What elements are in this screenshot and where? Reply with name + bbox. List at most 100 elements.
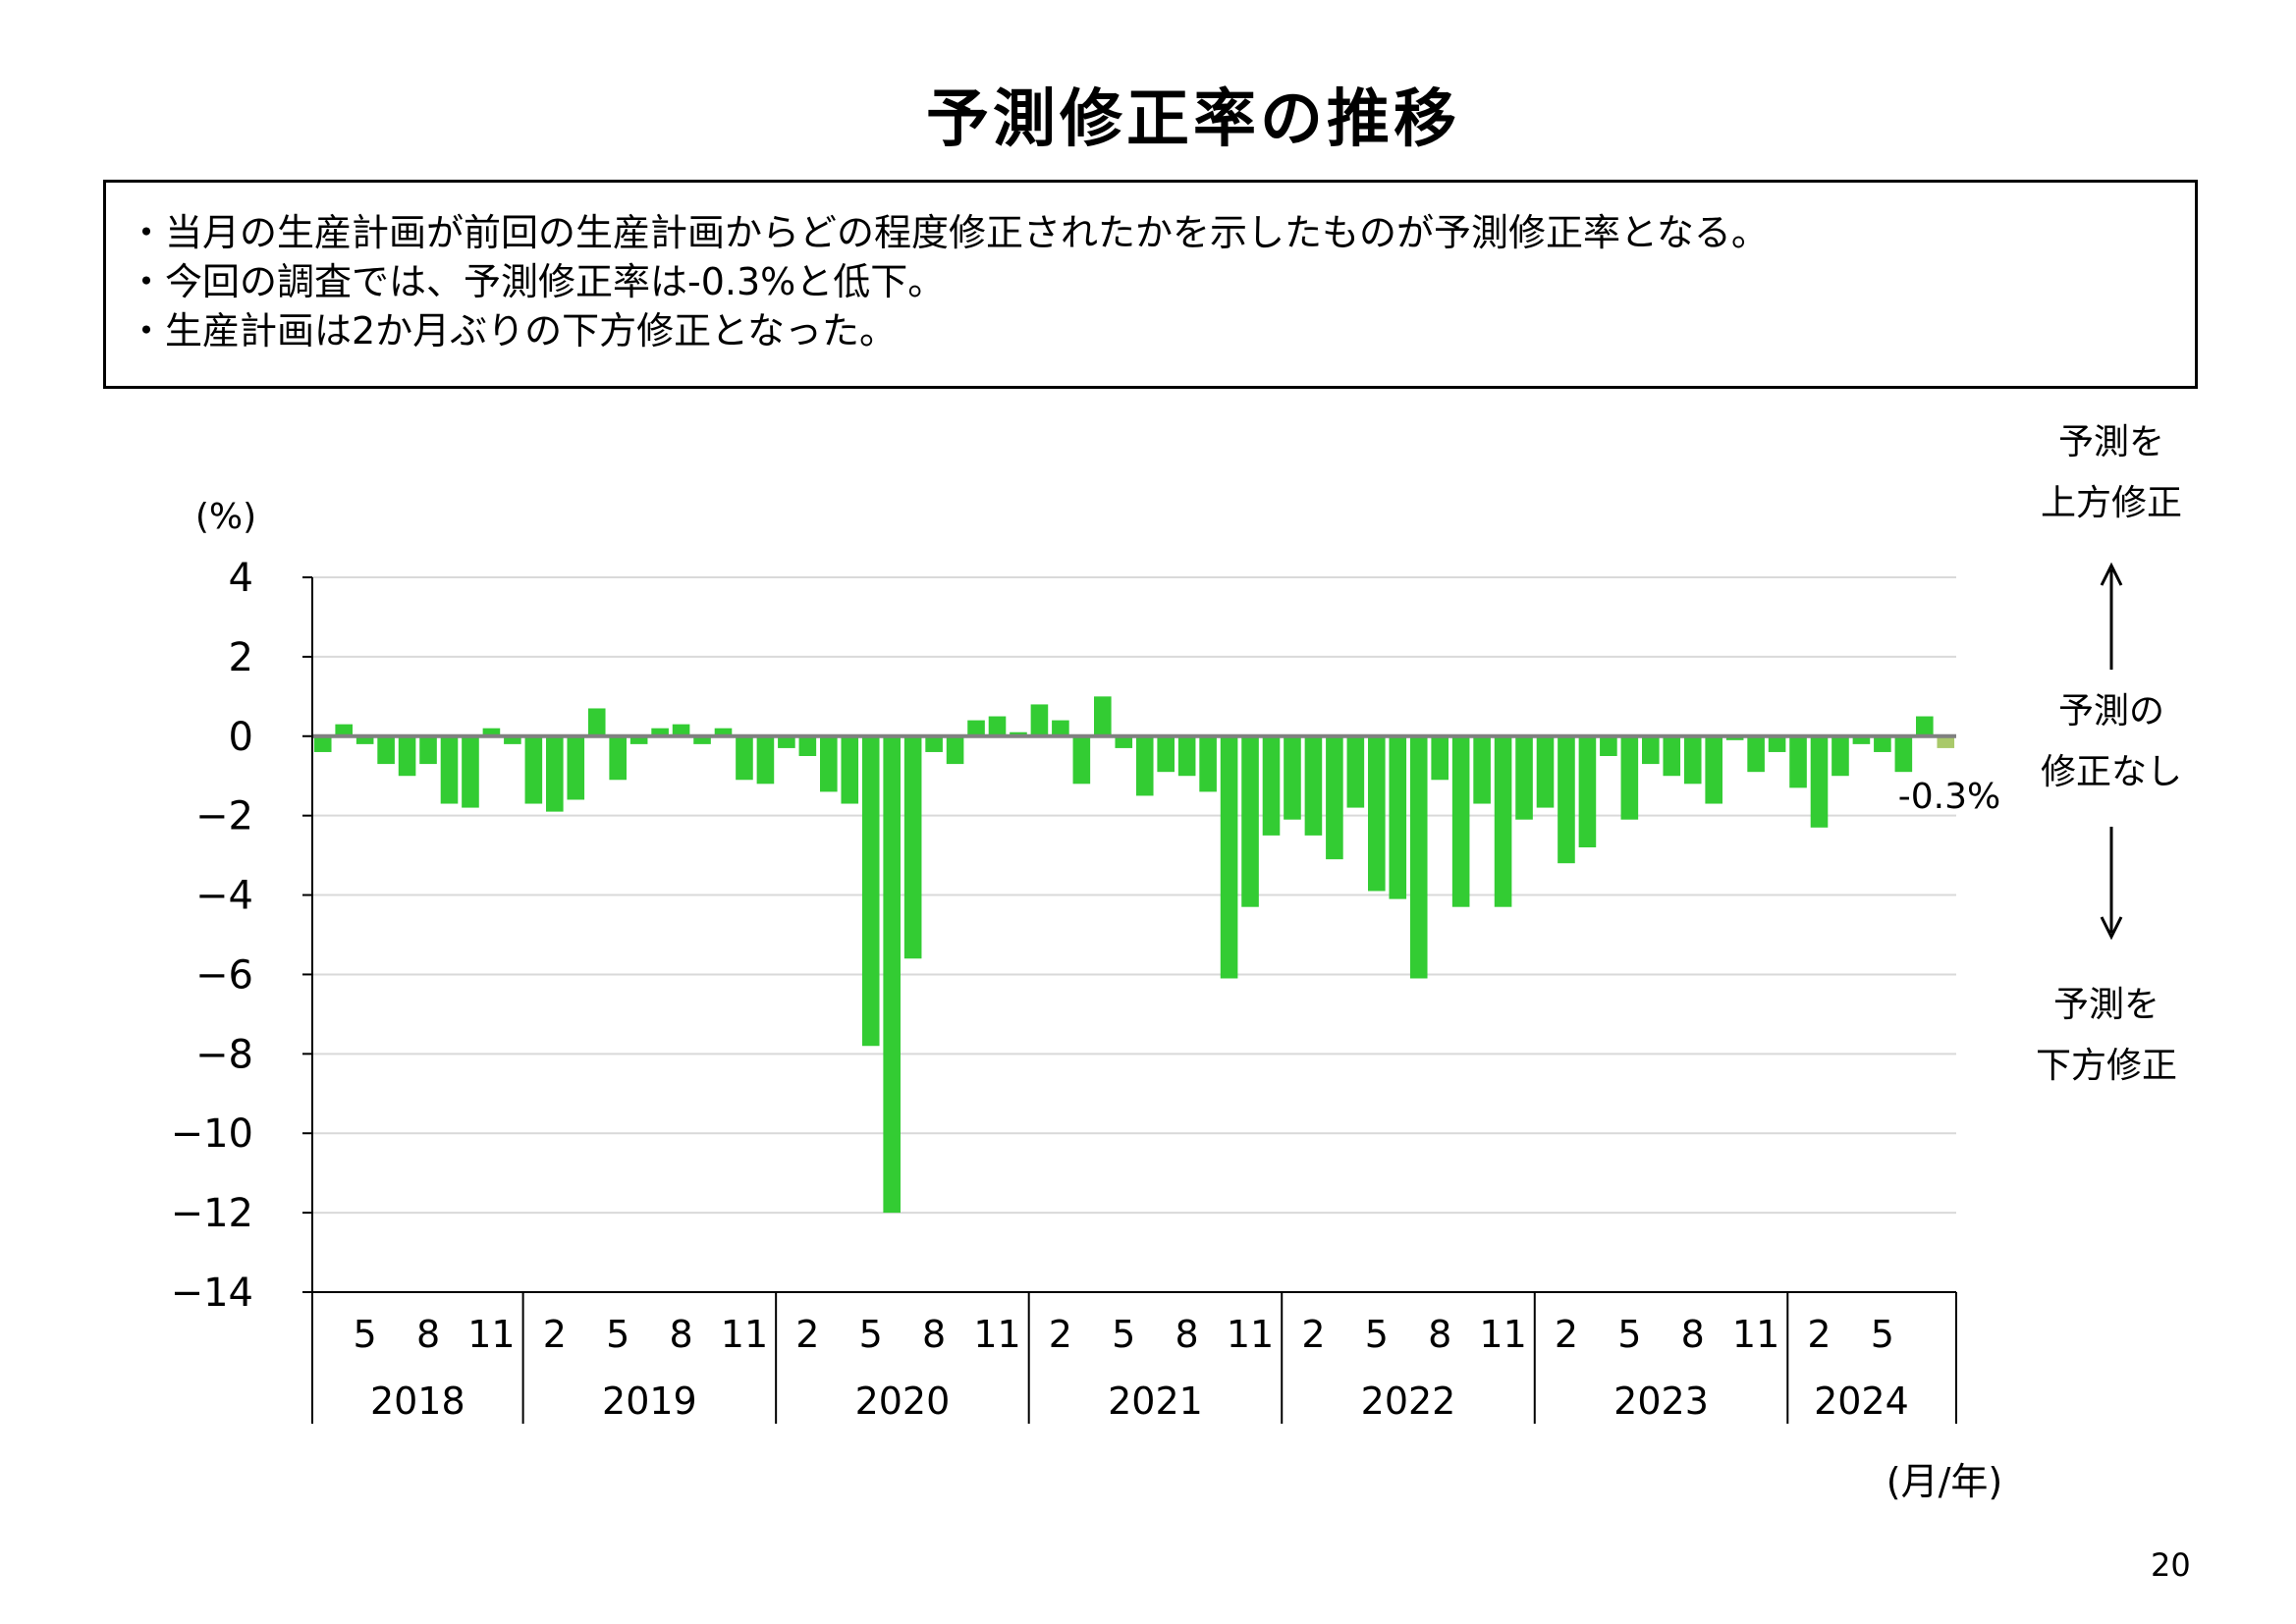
y-axis-unit-label: (%) [195, 497, 256, 537]
x-year-label: 2018 [370, 1380, 465, 1423]
x-year-label: 2024 [1814, 1380, 1909, 1423]
bar [587, 708, 606, 736]
axes [302, 576, 1957, 1424]
bar [714, 728, 733, 736]
bar [1747, 735, 1765, 773]
x-year-label: 2020 [855, 1380, 951, 1423]
bar [925, 735, 943, 752]
x-month-label: 8 [1175, 1313, 1199, 1356]
bar [651, 728, 669, 736]
bar [1135, 735, 1154, 796]
y-tick-label: −8 [195, 1032, 253, 1077]
x-month-label: 2 [1301, 1313, 1325, 1356]
bar [798, 735, 817, 756]
side-note-upward-line2: 上方修正 [2040, 483, 2182, 523]
latest-value-annotation: -0.3% [1898, 777, 2000, 817]
bar [1220, 735, 1238, 979]
x-month-label: 8 [1428, 1313, 1451, 1356]
bar [1451, 735, 1470, 907]
bar [672, 724, 690, 736]
bar [462, 735, 479, 808]
bar [1304, 735, 1323, 836]
y-tick-label: 4 [229, 556, 253, 601]
bar [335, 724, 353, 736]
y-tick-label: 2 [229, 635, 253, 680]
summary-box: ・当月の生産計画が前回の生産計画からどの程度修正されたかを示したものが予測修正率… [103, 180, 2198, 389]
arrow-down-icon [2100, 916, 2123, 941]
bar [1916, 716, 1934, 736]
x-month-label: 8 [1681, 1313, 1705, 1356]
bar [1578, 735, 1597, 848]
y-tick-label: −14 [171, 1271, 253, 1316]
bar [1094, 696, 1112, 736]
summary-bullet-3: ・生産計画は2か月ぶりの下方修正となった。 [128, 309, 898, 352]
y-tick-label: −6 [195, 952, 253, 998]
side-note-upward-line1: 予測を [2057, 422, 2164, 462]
x-month-label: 2 [1049, 1313, 1072, 1356]
x-month-label: 11 [973, 1313, 1020, 1356]
side-note-no-revision: 予測の 修正なし [2013, 681, 2210, 803]
bar [1642, 735, 1660, 765]
x-month-label: 11 [1732, 1313, 1779, 1356]
bar [1199, 735, 1217, 792]
bar [778, 735, 795, 748]
side-note-no-revision-line2: 修正なし [2040, 752, 2182, 792]
bar [1515, 735, 1533, 820]
bar [419, 735, 437, 765]
bar [946, 735, 964, 765]
bar [1431, 735, 1449, 781]
bar [1052, 720, 1069, 736]
bar [1368, 735, 1386, 892]
x-month-label: 2 [543, 1313, 567, 1356]
x-month-label: 8 [922, 1313, 946, 1356]
side-note-upward: 予測を 上方修正 [2013, 412, 2210, 534]
x-month-label: 2 [795, 1313, 819, 1356]
page-number: 20 [2151, 1546, 2191, 1584]
side-note-downward-line1: 予測を [2052, 985, 2159, 1025]
x-month-label: 8 [669, 1313, 692, 1356]
bar [903, 735, 922, 959]
y-tick-label: −2 [195, 794, 253, 839]
bar [1494, 735, 1512, 907]
bar [1874, 735, 1891, 752]
bar [736, 735, 753, 781]
x-axis-unit-label: (月/年) [1886, 1460, 2002, 1503]
bar [1030, 704, 1049, 736]
bar [1768, 735, 1786, 752]
x-month-label: 5 [1365, 1313, 1389, 1356]
bar [524, 735, 543, 804]
bar [1010, 731, 1027, 736]
bar [313, 735, 332, 752]
x-year-label: 2023 [1613, 1380, 1709, 1423]
arrow-up-icon [2100, 562, 2123, 586]
y-tick-label: −12 [171, 1191, 253, 1236]
y-tick-label: −10 [171, 1111, 253, 1157]
bar [504, 735, 521, 744]
bar [820, 735, 838, 792]
bar [1326, 735, 1343, 860]
bar [1620, 735, 1639, 820]
bar [1473, 735, 1491, 804]
x-year-label: 2022 [1361, 1380, 1456, 1423]
y-tick-label: −4 [195, 874, 253, 919]
summary-bullet-1: ・当月の生産計画が前回の生産計画からどの程度修正されたかを示したものが予測修正率… [128, 211, 1769, 254]
x-year-label: 2019 [602, 1380, 697, 1423]
bar [1894, 735, 1913, 773]
x-month-label: 5 [354, 1313, 377, 1356]
bar [546, 735, 564, 812]
bar [377, 735, 395, 765]
bar [1600, 735, 1617, 756]
page-title: 予測修正率の推移 [926, 83, 1460, 156]
bar [1558, 735, 1575, 864]
bar [1683, 735, 1702, 785]
gridlines [312, 576, 1956, 1215]
bar [988, 716, 1007, 736]
bar [861, 735, 880, 1047]
x-month-label: 5 [859, 1313, 883, 1356]
bar [1157, 735, 1175, 773]
bar [1262, 735, 1281, 836]
bar [1937, 735, 1955, 748]
bar [883, 735, 901, 1214]
x-month-label: 2 [1807, 1313, 1831, 1356]
x-month-label: 5 [1112, 1313, 1135, 1356]
